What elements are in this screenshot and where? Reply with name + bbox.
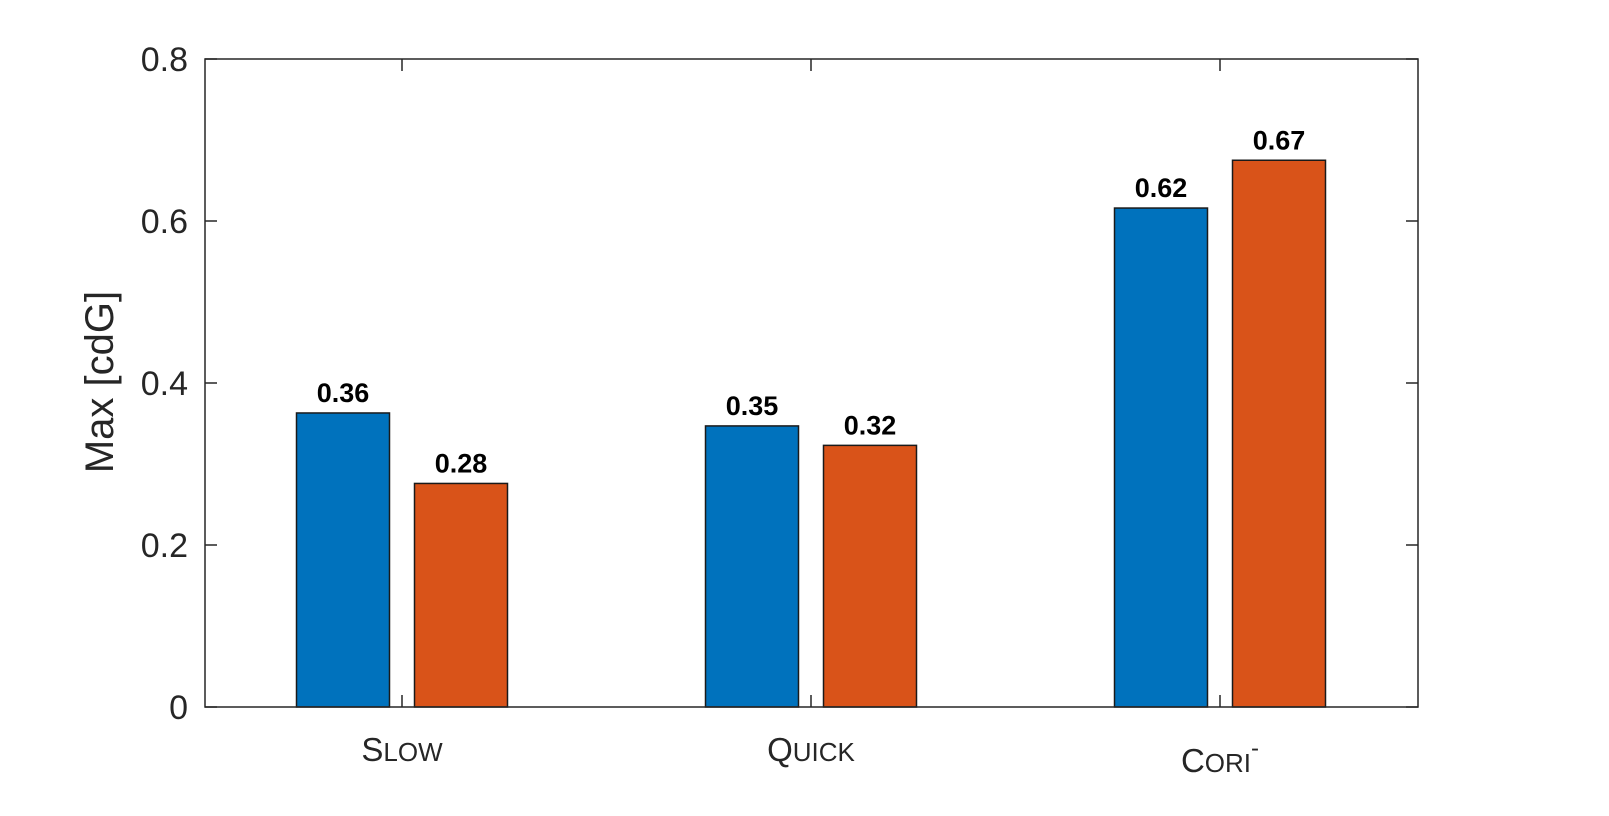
- category-initial: Q: [767, 731, 793, 768]
- data-labels: 0.36 0.35 0.62 0.28 0.32 0.67: [317, 125, 1306, 478]
- category-initial: C: [1181, 742, 1205, 779]
- bars: [295, 159, 1327, 708]
- category-rest: LOW: [383, 737, 443, 767]
- x-category-label: QUICK: [767, 731, 855, 768]
- x-category-labels: SLOW QUICK CORI-: [361, 731, 1259, 779]
- category-rest: ORI: [1205, 748, 1251, 778]
- y-tick-label: 0.6: [141, 203, 188, 241]
- bar-series2-cat1: [413, 482, 509, 708]
- bar-series1-cat3: [1113, 207, 1209, 708]
- x-category-label: SLOW: [361, 731, 443, 768]
- data-label-series2-cat3: 0.67: [1253, 125, 1306, 155]
- bar-series2-cat2: [822, 444, 918, 708]
- y-tick-label: 0.2: [141, 527, 188, 565]
- category-superscript: -: [1251, 735, 1259, 762]
- y-axis-label: Max [cdG]: [78, 291, 122, 473]
- y-tick-label: 0: [169, 689, 188, 727]
- data-label-series1-cat2: 0.35: [726, 391, 779, 421]
- category-initial: S: [361, 731, 383, 768]
- y-tick-label: 0.4: [141, 365, 188, 403]
- data-label-series2-cat1: 0.28: [435, 448, 488, 478]
- data-label-series1-cat1: 0.36: [317, 378, 370, 408]
- bar-series1-cat1: [295, 412, 391, 708]
- y-tick-labels: 0 0.2 0.4 0.6 0.8: [141, 41, 188, 727]
- x-category-label: CORI-: [1181, 735, 1259, 779]
- bar-series1-cat2: [704, 425, 800, 708]
- y-tick-label: 0.8: [141, 41, 188, 79]
- data-label-series1-cat3: 0.62: [1135, 173, 1188, 203]
- category-rest: UICK: [793, 737, 856, 767]
- bar-series2-cat3: [1231, 159, 1327, 708]
- axis-ticks: [205, 58, 1418, 708]
- data-label-series2-cat2: 0.32: [844, 410, 897, 440]
